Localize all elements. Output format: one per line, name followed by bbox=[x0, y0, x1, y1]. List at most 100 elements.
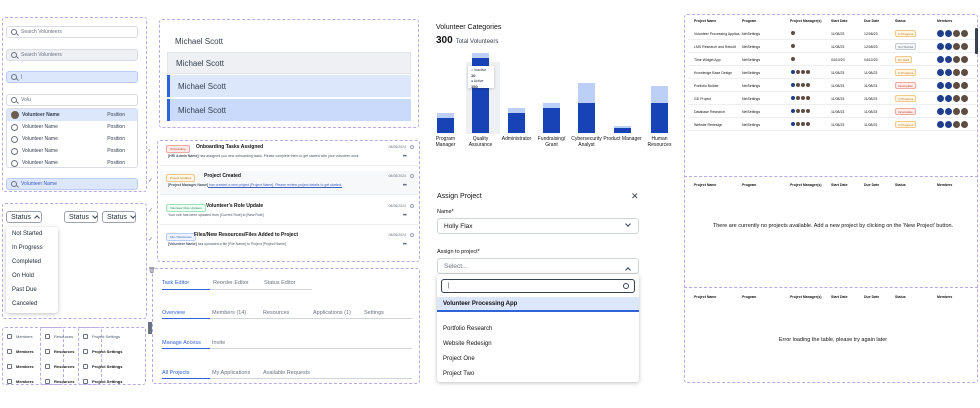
status-dropdown[interactable]: Status bbox=[102, 211, 136, 223]
tab-status-editor[interactable]: Status Editor bbox=[264, 280, 296, 286]
sidebar-item-resources[interactable]: Resources bbox=[45, 345, 97, 358]
column-header[interactable]: Start Date bbox=[831, 295, 848, 299]
column-header[interactable]: Project Name bbox=[694, 183, 717, 187]
bar-inactive[interactable] bbox=[543, 103, 560, 108]
tab-all-projects[interactable]: All Projects bbox=[162, 370, 190, 376]
column-header[interactable]: Project Manager(s) bbox=[790, 19, 822, 23]
scroll-handle[interactable] bbox=[148, 322, 152, 334]
search-input[interactable]: Search Volunteers bbox=[6, 26, 138, 38]
sidebar-item-members[interactable]: Members bbox=[7, 375, 59, 388]
column-header[interactable]: Members bbox=[937, 183, 953, 187]
tab-task-editor[interactable]: Task Editor bbox=[162, 280, 190, 286]
column-header[interactable]: Program bbox=[742, 183, 757, 187]
table-row[interactable]: Volunteer Processing Applica... NetSettin… bbox=[688, 27, 976, 40]
bar-active[interactable] bbox=[508, 113, 525, 133]
table-row[interactable]: Website Redesign NetSettings 11/08/23 11/08… bbox=[688, 118, 976, 131]
table-row[interactable]: Portfolio Builder NetSettings 11/08/23 11/0… bbox=[688, 79, 976, 92]
bar-inactive[interactable] bbox=[614, 125, 631, 128]
tab-reorder-editor[interactable]: Reorder Editor bbox=[213, 280, 249, 286]
project-option[interactable]: Website Redesign bbox=[443, 340, 492, 347]
sidebar-item-project-settings[interactable]: Project Settings bbox=[83, 345, 141, 358]
tab-resources[interactable]: Resources bbox=[263, 310, 290, 316]
column-header[interactable]: Members bbox=[937, 295, 953, 299]
tab-invite[interactable]: Invite bbox=[212, 340, 226, 346]
tab-overview[interactable]: Overview bbox=[162, 310, 185, 316]
search-input-selected[interactable]: Volunteer Name bbox=[6, 178, 138, 190]
tab-settings[interactable]: Settings bbox=[364, 310, 384, 316]
tab-applications[interactable]: Applications (1) bbox=[313, 310, 351, 316]
notification-item[interactable]: Onboarding Onboarding Tasks Assigned [HR… bbox=[160, 142, 418, 166]
column-header[interactable]: Due Date bbox=[864, 295, 880, 299]
status-dropdown[interactable]: Status bbox=[64, 211, 98, 223]
bar-active[interactable] bbox=[614, 128, 631, 133]
more-icon[interactable]: ••• bbox=[402, 183, 407, 189]
notification-item[interactable]: Volunteer Role Updates Volunteer's Role … bbox=[160, 201, 418, 225]
sidebar-item-members[interactable]: Members bbox=[7, 345, 59, 358]
table-row[interactable]: Knowledge Base Design NetSettings 11/08/23… bbox=[688, 66, 976, 79]
menu-item-canceled[interactable]: Canceled bbox=[12, 301, 38, 307]
sidebar-item-resources[interactable]: Resources bbox=[45, 375, 97, 388]
column-header[interactable]: Status bbox=[895, 295, 906, 299]
column-header[interactable]: Start Date bbox=[831, 19, 848, 23]
project-option[interactable]: Project One bbox=[443, 355, 475, 362]
column-header[interactable]: Start Date bbox=[831, 183, 848, 187]
search-input-typing[interactable]: Volu bbox=[6, 94, 138, 106]
project-option[interactable]: Project Two bbox=[443, 370, 475, 377]
bar-inactive[interactable] bbox=[437, 113, 454, 118]
project-option[interactable]: Portfolio Research bbox=[443, 325, 493, 332]
list-item-selected[interactable]: Michael Scott bbox=[167, 75, 411, 97]
notification-item[interactable]: File / Resources Files/New Resources/Fil… bbox=[160, 230, 418, 254]
column-header[interactable]: Members bbox=[937, 19, 953, 23]
tab-manage-access[interactable]: Manage Access bbox=[162, 340, 201, 346]
bar-active[interactable] bbox=[437, 118, 454, 133]
tab-available-requests[interactable]: Available Requests bbox=[263, 370, 310, 376]
table-row[interactable]: Time Widget App NetSettings 04/10/23 04/10/… bbox=[688, 53, 976, 66]
column-header[interactable]: Status bbox=[895, 19, 906, 23]
table-row[interactable]: GD Project NetSettings 11/08/23 11/08/23 In … bbox=[688, 92, 976, 105]
search-input-focused[interactable]: | bbox=[6, 71, 138, 83]
bar-inactive[interactable] bbox=[508, 108, 525, 113]
close-icon[interactable]: ✕ bbox=[631, 191, 639, 201]
list-item[interactable]: Volunteer Name Position bbox=[7, 133, 137, 145]
bar-active[interactable] bbox=[578, 103, 595, 133]
bar-inactive[interactable] bbox=[651, 85, 668, 103]
list-item[interactable]: Volunteer Name Position bbox=[7, 121, 137, 133]
more-icon[interactable]: ••• bbox=[402, 242, 407, 248]
sidebar-item-resources[interactable]: Resources bbox=[45, 330, 97, 343]
sidebar-item-project-settings[interactable]: Project Settings bbox=[83, 375, 141, 388]
list-item[interactable]: Volunteer Name Position bbox=[7, 157, 137, 169]
menu-item-in-progress[interactable]: In Progress bbox=[12, 245, 43, 251]
column-header[interactable]: Program bbox=[742, 19, 757, 23]
search-input-hover[interactable]: Search Volunteers bbox=[6, 49, 138, 61]
sidebar-item-resources[interactable]: Resources bbox=[45, 360, 97, 373]
list-item[interactable]: Volunteer Name Position bbox=[7, 145, 137, 157]
column-header[interactable]: Project Manager(s) bbox=[790, 183, 822, 187]
more-icon[interactable]: ••• bbox=[402, 213, 407, 219]
menu-item-on-hold[interactable]: On Hold bbox=[12, 273, 35, 279]
column-header[interactable]: Status bbox=[895, 183, 906, 187]
tab-my-applications[interactable]: My Applications bbox=[212, 370, 251, 376]
column-header[interactable]: Project Name bbox=[694, 19, 717, 23]
tab-members[interactable]: Members (14) bbox=[212, 310, 247, 316]
list-item-hover[interactable]: Michael Scott bbox=[167, 52, 411, 74]
column-header[interactable]: Project Name bbox=[694, 295, 717, 299]
column-header[interactable]: Due Date bbox=[864, 19, 880, 23]
menu-item-not-started[interactable]: Not Started bbox=[12, 231, 43, 237]
status-dropdown-open[interactable]: Status bbox=[6, 211, 42, 223]
notification-item[interactable]: Project Updates Project Created [Project… bbox=[160, 171, 418, 195]
table-row[interactable]: Database Research NetSettings 11/08/23 11/0… bbox=[688, 105, 976, 118]
project-option[interactable]: Volunteer Processing App bbox=[437, 297, 639, 312]
menu-item-past-due[interactable]: Past Due bbox=[12, 287, 37, 293]
more-icon[interactable]: ••• bbox=[402, 154, 407, 160]
list-item-default[interactable]: Michael Scott bbox=[175, 36, 224, 46]
list-item[interactable]: Volunteer Name Position bbox=[7, 109, 137, 121]
sidebar-item-members[interactable]: Members bbox=[7, 360, 59, 373]
project-search-input[interactable]: | bbox=[441, 279, 635, 293]
sidebar-item-project-settings[interactable]: Project Settings bbox=[83, 360, 141, 373]
bar-inactive[interactable] bbox=[472, 53, 489, 58]
bar-active[interactable] bbox=[543, 108, 560, 133]
project-select[interactable]: Select... bbox=[437, 258, 639, 274]
bar-active[interactable] bbox=[651, 103, 668, 133]
name-select[interactable]: Holly Flax bbox=[437, 218, 639, 234]
column-header[interactable]: Program bbox=[742, 295, 757, 299]
